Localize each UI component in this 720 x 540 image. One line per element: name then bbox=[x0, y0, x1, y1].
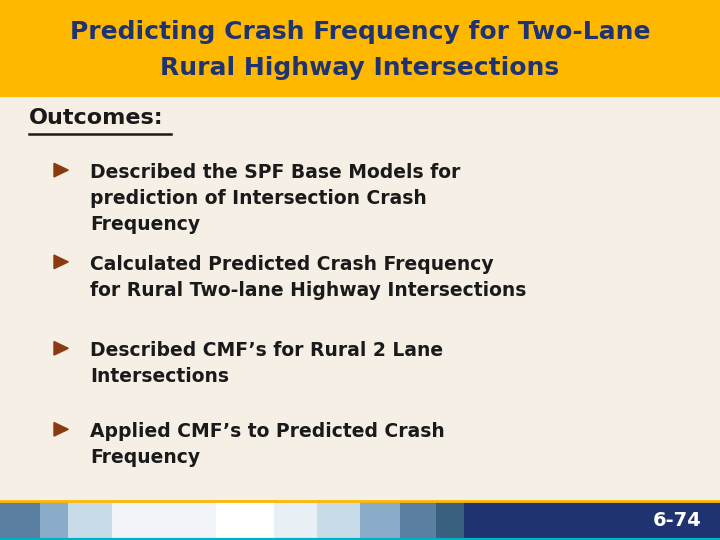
Text: Outcomes:: Outcomes: bbox=[29, 107, 163, 128]
Text: Described the SPF Base Models for
prediction of Intersection Crash
Frequency: Described the SPF Base Models for predic… bbox=[90, 163, 460, 234]
Bar bbox=[0, 501, 40, 540]
Text: Predicting Crash Frequency for Two-Lane: Predicting Crash Frequency for Two-Lane bbox=[70, 20, 650, 44]
Bar bbox=[0, 0, 720, 94]
Polygon shape bbox=[54, 255, 68, 269]
Polygon shape bbox=[54, 341, 68, 355]
Bar bbox=[112, 501, 216, 540]
Text: Calculated Predicted Crash Frequency
for Rural Two-lane Highway Intersections: Calculated Predicted Crash Frequency for… bbox=[90, 255, 526, 300]
Bar bbox=[436, 501, 464, 540]
Bar bbox=[40, 501, 68, 540]
Bar bbox=[216, 501, 274, 540]
Text: Applied CMF’s to Predicted Crash
Frequency: Applied CMF’s to Predicted Crash Frequen… bbox=[90, 422, 445, 467]
Bar bbox=[317, 501, 360, 540]
Bar bbox=[400, 501, 436, 540]
Bar bbox=[274, 501, 317, 540]
Text: 6-74: 6-74 bbox=[653, 511, 702, 530]
Polygon shape bbox=[54, 163, 68, 177]
Text: Rural Highway Intersections: Rural Highway Intersections bbox=[161, 56, 559, 80]
Bar bbox=[464, 501, 720, 540]
Bar bbox=[68, 501, 112, 540]
Polygon shape bbox=[54, 422, 68, 436]
Text: Described CMF’s for Rural 2 Lane
Intersections: Described CMF’s for Rural 2 Lane Interse… bbox=[90, 341, 443, 386]
Bar bbox=[360, 501, 400, 540]
